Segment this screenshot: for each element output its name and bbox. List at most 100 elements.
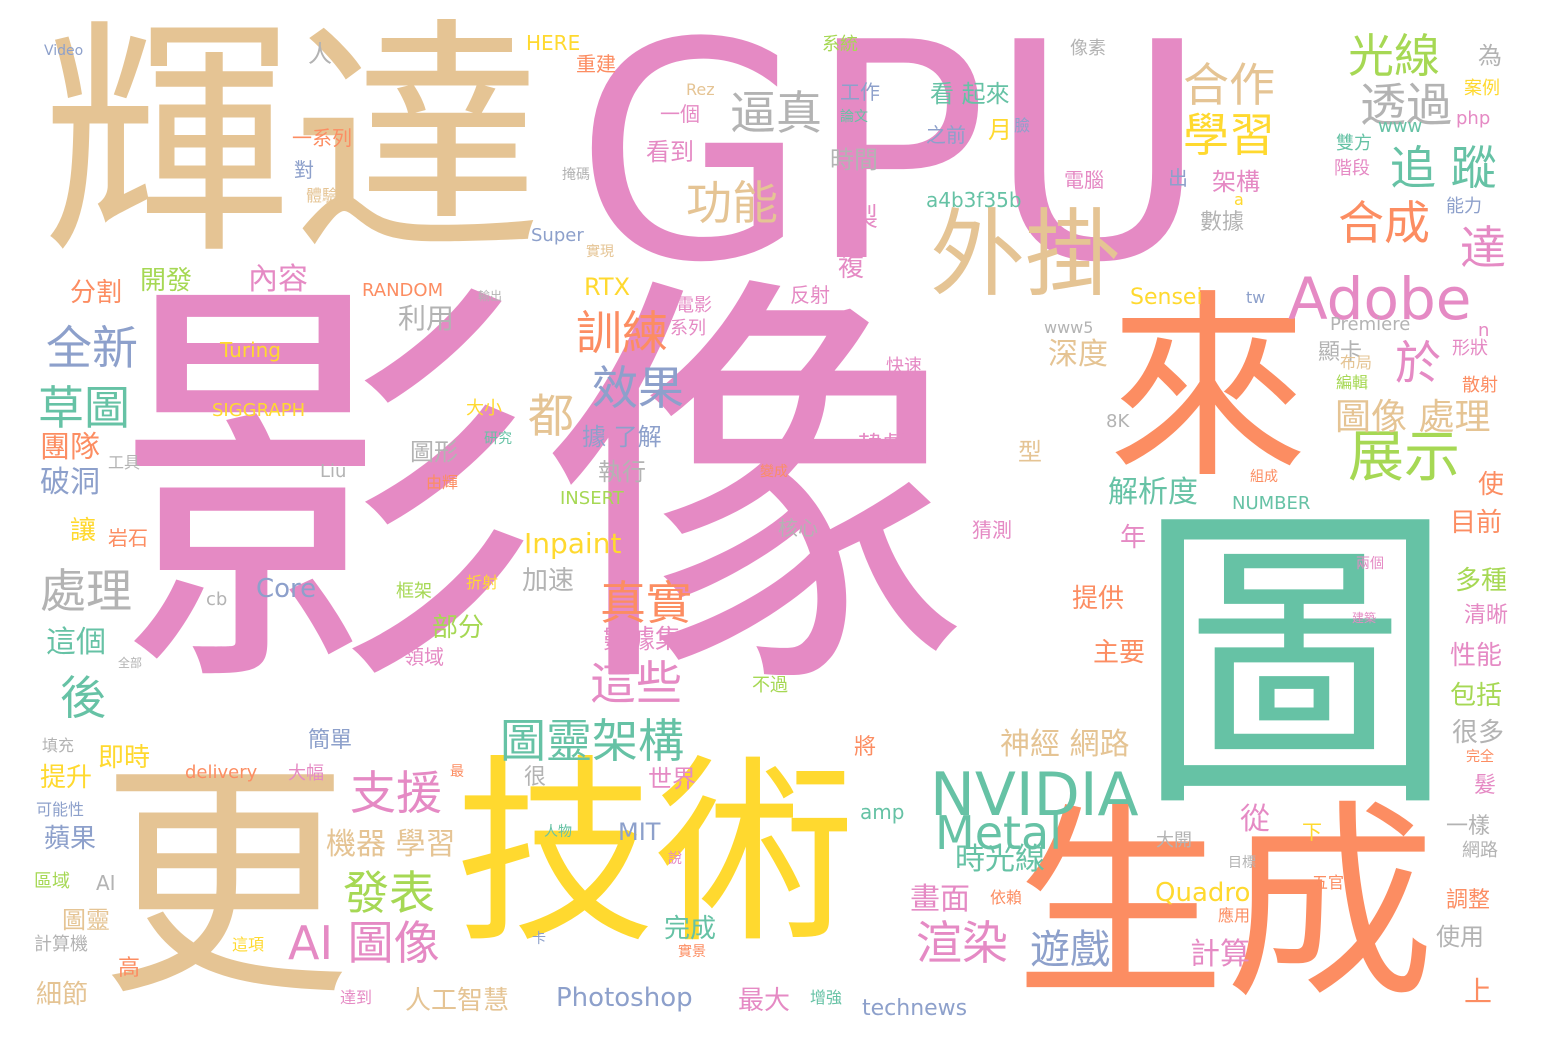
word-gongneng: 功能: [686, 176, 778, 230]
word-zengqiang: 增強: [810, 988, 843, 1007]
word-xiangsu: 像素: [1070, 38, 1106, 59]
word-xiexidu: 解析度: [1108, 475, 1198, 510]
word-tuandui: 團隊: [40, 430, 100, 465]
word-here: HERE: [526, 31, 581, 55]
word-zhege: 這個: [46, 625, 106, 660]
word-xingzhuang: 形狀: [1452, 338, 1488, 359]
word-zhexie: 這些: [590, 656, 682, 710]
word-nian: 年: [1120, 523, 1147, 553]
word-wanglu: 網路: [1462, 840, 1498, 861]
word-tuxiang-chuli: 圖像 處理: [1335, 397, 1491, 438]
word-yanma: 掩碼: [562, 167, 590, 183]
word-hexin: 核心: [778, 516, 818, 540]
word-photoshop: Photoshop: [556, 983, 693, 1013]
word-bufen: 部分: [432, 613, 485, 643]
word-sanshe: 散射: [1462, 375, 1498, 396]
word-zhenshi: 真實: [600, 576, 692, 630]
word-tw: tw: [1246, 288, 1266, 307]
word-xing: 型: [1018, 438, 1042, 466]
word-fa: 髮: [1474, 773, 1497, 798]
word-yige: 一個: [660, 102, 700, 126]
word-liu: Liu: [320, 461, 347, 482]
word-jianzhu: 建築: [1352, 611, 1377, 625]
word-tigong: 提供: [1072, 584, 1125, 614]
word-baokuo: 包括: [1450, 681, 1503, 711]
word-ren: 人: [308, 40, 332, 68]
word-lai: 來: [1108, 273, 1309, 506]
word-fu: 複: [838, 253, 865, 283]
word-gao: 高: [118, 956, 141, 981]
word-rtx: RTX: [584, 273, 631, 301]
word-yu: 於: [1395, 336, 1441, 390]
word-number: NUMBER: [1232, 493, 1311, 514]
word-touguo: 透過: [1360, 78, 1452, 132]
word-quanxin: 全新: [46, 321, 138, 375]
word-jisuanji: 計算機: [34, 934, 88, 955]
word-qingxi: 清晰: [1464, 603, 1509, 628]
word-jiasu: 加速: [522, 566, 575, 596]
word-quyu: 區域: [34, 871, 70, 892]
word-tisheng: 提升: [40, 763, 93, 793]
word-jishu: 技術: [455, 738, 856, 971]
word-huamian: 畫面: [910, 882, 970, 917]
word-wei: 為: [1478, 42, 1502, 70]
word-shixian: 實現: [586, 244, 614, 260]
word-lingyu: 領域: [404, 645, 444, 669]
word-kaifa: 開發: [140, 266, 193, 296]
word-mit: MIT: [618, 818, 661, 846]
word-ai-tuxiang: AI 圖像: [288, 916, 440, 970]
word-jieduan: 階段: [1334, 158, 1370, 179]
word-caotu: 草圖: [38, 381, 130, 435]
word-8k: 8K: [1106, 411, 1130, 432]
word-buju: 布局: [1340, 353, 1373, 372]
word-zhixing: 執行: [598, 458, 646, 486]
word-hou: 後: [60, 671, 106, 725]
word-neirong: 內容: [248, 262, 308, 297]
word-php: php: [1456, 108, 1491, 129]
word-anli: 案例: [1464, 78, 1500, 99]
word-liangge: 兩個: [1356, 556, 1384, 572]
word-kuangjia: 框架: [396, 581, 432, 602]
word-hanju: 韓劇: [858, 431, 906, 459]
word-quanbu: 全部: [118, 656, 143, 670]
word-xijie: 細節: [36, 980, 89, 1010]
word-adobe: Adobe: [1288, 265, 1472, 333]
word-gongzuo: 工作: [840, 80, 880, 104]
word-hezuo: 合作: [1183, 58, 1275, 112]
word-jiandan: 簡單: [308, 728, 353, 753]
word-a: a: [1234, 190, 1244, 209]
word-nvidia: NVIDIA: [930, 760, 1139, 830]
word-zhi: 製: [852, 203, 879, 233]
word-fanshe: 反射: [790, 283, 830, 307]
word-youxi: 遊戲: [1030, 927, 1110, 973]
word-shujuji: 數據集: [603, 625, 682, 655]
word-jiqi-xuexi: 機器 學習: [326, 827, 456, 862]
word-muqian: 目前: [1450, 508, 1503, 538]
word-hecheng: 合成: [1338, 196, 1430, 250]
word-dakai: 大開: [1156, 830, 1192, 851]
word-random: RANDOM: [362, 280, 444, 301]
word-shuchu: 輸出: [478, 289, 503, 303]
word-shiyong: 使用: [1436, 923, 1484, 951]
word-yingxiang: 影像: [110, 243, 970, 743]
word-metal: Metal: [935, 806, 1062, 860]
word-wuguan: 五官: [1312, 873, 1345, 892]
word-liyong: 利用: [398, 302, 455, 335]
word-cb: cb: [206, 589, 228, 610]
word-shenjing-wanglu: 神經 網路: [1000, 727, 1130, 762]
word-xuanran: 渲染: [916, 916, 1008, 970]
word-lian: 臉: [1014, 116, 1031, 135]
word-pingguo: 蘋果: [44, 824, 97, 854]
word-youhui: 由輝: [426, 473, 459, 492]
word-jishi: 即時: [98, 743, 151, 773]
word-shijing: 實景: [678, 944, 706, 960]
word-xingneng: 性能: [1450, 641, 1503, 671]
word-renwu: 人物: [544, 824, 572, 840]
word-super: Super: [531, 225, 584, 246]
word-zui: 最: [450, 764, 464, 780]
word-rengong-zhihui: 人工智慧: [405, 986, 510, 1016]
word-shendu: 深度: [1048, 337, 1108, 372]
word-tuling-jiagou: 圖靈架構: [500, 714, 684, 768]
word-quadro: Quadro: [1155, 878, 1251, 908]
